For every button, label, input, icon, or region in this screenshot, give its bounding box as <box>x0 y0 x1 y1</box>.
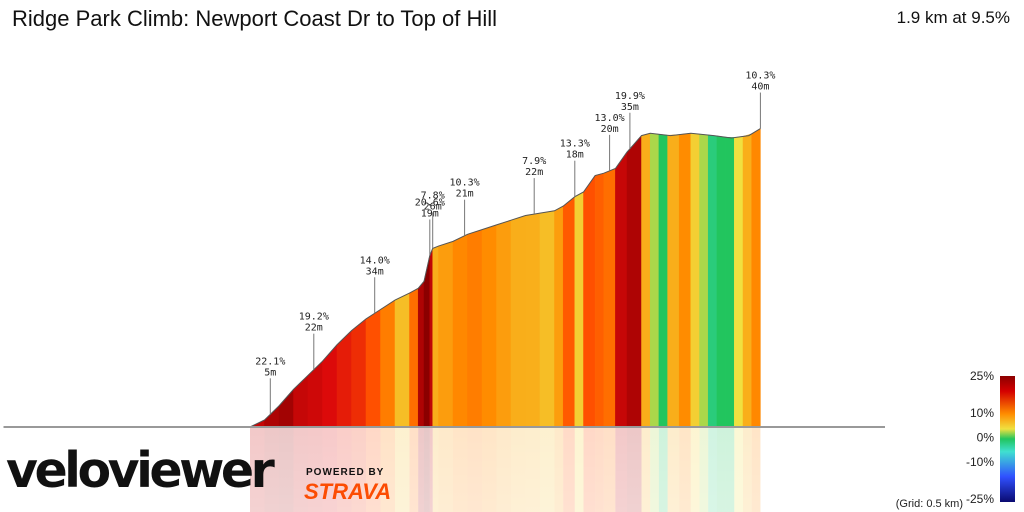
legend-tick-label: 25% <box>970 369 994 383</box>
gradient-segments <box>249 128 761 428</box>
annotation-length: 20m <box>601 124 619 135</box>
segment-annotations: 22.1%5m19.2%22m14.0%34m20.6%19m7.8%26m10… <box>255 71 775 415</box>
elevation-outline <box>249 128 761 428</box>
veloviewer-logo: veloviewer <box>6 442 275 499</box>
annotation-length: 34m <box>366 266 384 277</box>
annotation-grade: 7.8% <box>421 190 445 201</box>
gradient-segment <box>574 191 584 428</box>
legend-tick-label: -10% <box>966 455 994 469</box>
gradient-segment <box>562 196 576 428</box>
gradient-segment <box>525 212 541 428</box>
gradient-segment <box>539 210 555 428</box>
annotation-grade: 22.1% <box>255 356 285 367</box>
gradient-segment <box>554 205 564 428</box>
annotation-length: 35m <box>621 102 639 113</box>
grid-note: (Grid: 0.5 km) <box>896 498 963 510</box>
legend-tick-label: -25% <box>966 492 994 506</box>
gradient-segment <box>594 172 605 428</box>
gradient-segment <box>432 245 439 428</box>
annotation-length: 5m <box>264 367 276 378</box>
gradient-segment <box>409 287 419 428</box>
gradient-segment <box>496 219 512 428</box>
annotation-length: 22m <box>525 167 543 178</box>
gradient-segment <box>583 174 596 428</box>
annotation-length: 26m <box>424 201 442 212</box>
gradient-segment <box>615 151 628 428</box>
annotation-grade: 20.6% <box>415 197 445 208</box>
gradient-segment <box>678 132 692 428</box>
legend-tick-label: 0% <box>977 431 995 445</box>
gradient-segment <box>336 330 352 428</box>
gradient-segment <box>699 133 709 428</box>
annotation-grade: 19.9% <box>615 91 645 102</box>
annotation-length: 22m <box>305 323 323 334</box>
annotation-grade: 13.3% <box>560 139 590 150</box>
gradient-segment <box>380 299 396 428</box>
gradient-segment <box>725 136 735 428</box>
gradient-segment <box>481 224 497 428</box>
gradient-segment <box>742 133 752 428</box>
gradient-segment <box>322 344 338 428</box>
gradient-segment <box>510 215 526 428</box>
gradient-segment <box>716 135 726 428</box>
gradient-segment <box>417 280 425 428</box>
gradient-segment <box>351 318 367 428</box>
page-title: Ridge Park Climb: Newport Coast Dr to To… <box>12 6 497 31</box>
strava-logo: STRAVA <box>304 479 392 504</box>
gradient-segment <box>467 229 483 428</box>
gradient-segment <box>734 136 744 428</box>
annotation-length: 21m <box>456 189 474 200</box>
legend-tick-label: 10% <box>970 406 994 420</box>
gradient-segment <box>438 241 454 428</box>
annotation-grade: 19.2% <box>299 312 329 323</box>
legend-color-bar <box>1000 376 1015 502</box>
gradient-segment <box>264 405 280 428</box>
gradient-segment <box>658 133 668 428</box>
annotation-grade: 10.3% <box>450 178 480 189</box>
gradient-segment <box>667 134 680 428</box>
profile-reflection <box>250 427 761 512</box>
gradient-segment <box>278 388 294 428</box>
gradient-segment <box>751 128 761 428</box>
gradient-segment <box>293 374 309 428</box>
annotation-length: 19m <box>421 208 439 219</box>
gradient-segment <box>452 233 468 428</box>
gradient-segment <box>707 134 718 428</box>
annotation-grade: 14.0% <box>360 255 390 266</box>
gradient-segment <box>307 360 323 428</box>
gradient-segment <box>641 132 651 428</box>
annotation-length: 18m <box>566 150 584 161</box>
gradient-legend: 25% 10% 0% -10% -25% (Grid: 0.5 km) <box>896 369 1015 510</box>
gradient-segment <box>603 168 616 428</box>
gradient-segment <box>365 309 381 428</box>
gradient-segment <box>429 248 433 428</box>
annotation-length: 40m <box>751 82 769 93</box>
annotation-grade: 7.9% <box>522 156 546 167</box>
climb-summary: 1.9 km at 9.5% <box>896 8 1010 27</box>
gradient-segment <box>423 255 431 428</box>
gradient-segment <box>626 134 642 428</box>
gradient-segment <box>394 292 410 428</box>
annotation-grade: 10.3% <box>745 71 775 82</box>
reflection-fade <box>250 427 761 512</box>
gradient-segment <box>690 132 700 428</box>
powered-by-label: POWERED BY <box>306 467 385 478</box>
gradient-segment <box>649 132 660 428</box>
annotation-grade: 13.0% <box>595 113 625 124</box>
